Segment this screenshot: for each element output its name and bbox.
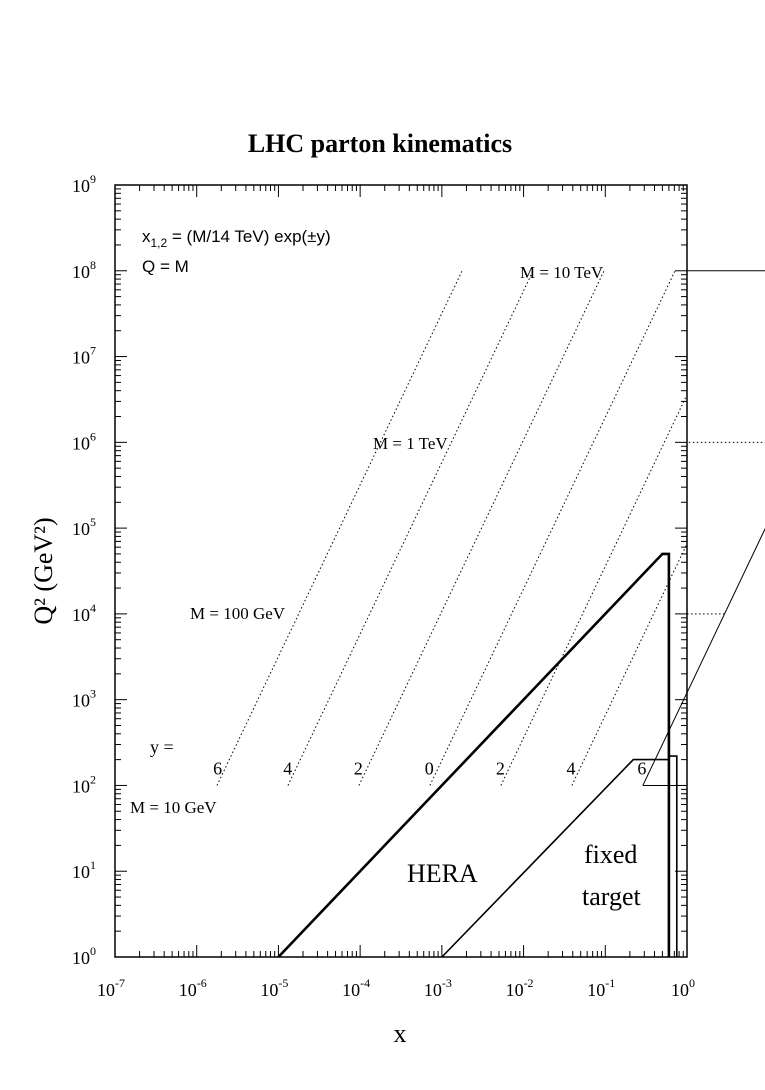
x-tick-label: 10-6	[179, 976, 207, 1000]
chart-title: LHC parton kinematics	[248, 129, 512, 158]
x-tick-label: 10-5	[260, 976, 288, 1000]
y-tick-label: 107	[72, 344, 96, 368]
x-tick-label: 10-7	[97, 976, 125, 1000]
formula-rest: = (M/14 TeV) exp(±y)	[167, 227, 330, 246]
y-axis-label: Q² (GeV²)	[29, 517, 58, 624]
x-tick-labels: 10-7 10-6 10-5 10-4 10-3 10-2 10-1 100	[97, 976, 695, 1000]
region-boundary-fixed-target	[441, 755, 678, 958]
formula-subscript: 1,2	[151, 236, 168, 250]
y-tick-label: 104	[72, 601, 96, 625]
mass-label-10-tev: M = 10 TeV	[520, 263, 604, 282]
x-tick-label: 10-3	[424, 976, 452, 1000]
rapidity-label: 0	[425, 758, 434, 778]
rapidity-prefix: y =	[150, 737, 174, 757]
region-label-hera: HERA	[407, 859, 478, 888]
y-tick-label: 103	[72, 687, 96, 711]
boundary-y6-line	[642, 527, 765, 786]
y-tick-label: 109	[72, 172, 96, 196]
rapidity-labels: 6 4 2 0 2 4 6	[213, 758, 646, 778]
rapidity-label: 4	[283, 758, 292, 778]
y-tick-label: 105	[72, 515, 96, 539]
formula-line-1: x1,2 = (M/14 TeV) exp(±y)	[142, 227, 331, 250]
rapidity-label: 6	[213, 758, 222, 778]
plot-frame	[114, 184, 688, 958]
rapidity-line	[429, 270, 676, 786]
rapidity-line	[358, 270, 605, 786]
mass-label-10-gev: M = 10 GeV	[130, 798, 217, 817]
y-tick-label: 101	[72, 858, 96, 882]
chart-marks	[216, 270, 765, 958]
rapidity-label: 2	[496, 758, 505, 778]
y-tick-label: 106	[72, 429, 96, 453]
axis-ticks	[114, 184, 688, 958]
mass-label-100-gev: M = 100 GeV	[190, 604, 286, 623]
y-tick-label: 102	[72, 772, 96, 796]
rapidity-line	[571, 543, 688, 786]
y-tick-label: 108	[72, 258, 96, 282]
rapidity-line	[500, 394, 688, 786]
x-tick-label: 10-2	[506, 976, 534, 1000]
rapidity-line	[216, 270, 463, 786]
x-tick-label: 100	[671, 976, 695, 1000]
y-tick-labels: 100 101 102 103 104 105 106 107 108 109	[72, 172, 96, 968]
x-tick-label: 10-1	[587, 976, 615, 1000]
region-label-target: target	[582, 882, 641, 911]
rapidity-label: 6	[637, 758, 646, 778]
rapidity-label: 4	[566, 758, 575, 778]
mass-label-1-tev: M = 1 TeV	[373, 434, 448, 453]
y-tick-label: 100	[72, 944, 96, 968]
rapidity-line	[287, 270, 534, 786]
x-axis-label: x	[394, 1019, 407, 1048]
rapidity-label: 2	[354, 758, 363, 778]
x-tick-label: 10-4	[342, 976, 370, 1000]
formula-x: x	[142, 227, 151, 246]
region-label-fixed: fixed	[584, 840, 637, 869]
formula-line-2: Q = M	[142, 257, 189, 276]
